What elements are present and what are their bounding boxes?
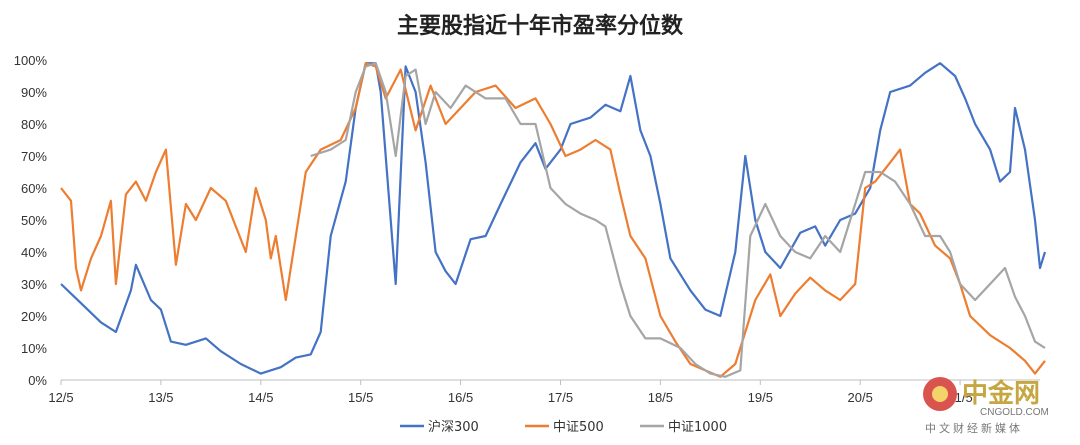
y-tick-label: 100% [14, 53, 48, 68]
x-tick-label: 12/5 [48, 390, 73, 405]
y-tick-label: 20% [21, 309, 47, 324]
y-tick-label: 70% [21, 149, 47, 164]
watermark-site: CNGOLD.COM [980, 407, 1049, 418]
brand-logo-center-icon [932, 386, 948, 402]
y-tick-label: 30% [21, 277, 47, 292]
y-tick-label: 80% [21, 117, 47, 132]
y-tick-label: 40% [21, 245, 47, 260]
y-tick-label: 10% [21, 341, 47, 356]
x-tick-label: 13/5 [148, 390, 173, 405]
x-tick-label: 19/5 [748, 390, 773, 405]
watermark-slogan: 中文财经新媒体 [925, 421, 1023, 435]
legend-label-2: 中证1000 [668, 420, 727, 435]
x-tick-label: 17/5 [548, 390, 573, 405]
y-axis: 0% 10% 20% 30% 40% 50% 60% 70% 80% 90% 100% [14, 53, 48, 388]
legend: 沪深300 中证500 中证1000 [400, 419, 727, 435]
series-line-1 [60, 62, 1046, 378]
x-tick-label: 14/5 [248, 390, 273, 405]
y-tick-label: 60% [21, 181, 47, 196]
y-tick-label: 0% [28, 373, 47, 388]
series-lines [60, 62, 1047, 378]
watermark: 中金网 CNGOLD.COM 中文财经新媒体 [923, 377, 1049, 435]
x-tick-label: 15/5 [348, 390, 373, 405]
x-tick-label: 18/5 [648, 390, 673, 405]
legend-label-0: 沪深300 [428, 419, 479, 435]
y-tick-label: 50% [21, 213, 47, 228]
legend-label-1: 中证500 [553, 420, 604, 435]
y-tick-label: 90% [21, 85, 47, 100]
x-tick-label: 16/5 [448, 390, 473, 405]
series-line-0 [60, 62, 1047, 375]
x-tick-label: 20/5 [848, 390, 873, 405]
series-line-2 [310, 62, 1046, 378]
x-axis: 12/5 13/5 14/5 15/5 16/5 17/5 18/5 19/5 20/5 21/5 [48, 379, 1040, 405]
watermark-brand: 中金网 [962, 378, 1040, 409]
chart-title: 主要股指近十年市盈率分位数 [397, 13, 684, 39]
